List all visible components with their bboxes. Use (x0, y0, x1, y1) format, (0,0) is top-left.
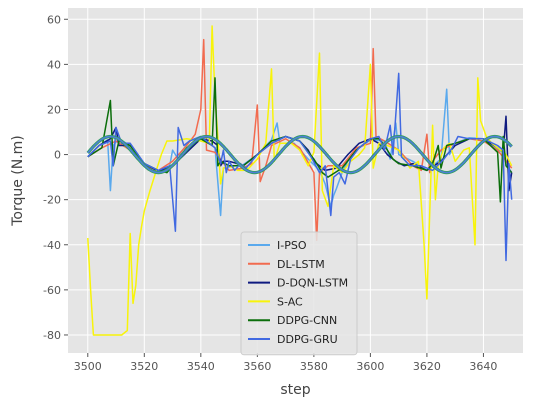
y-tick-label: 20 (47, 103, 61, 116)
x-tick-label: 3620 (413, 360, 441, 373)
y-tick-label: -60 (43, 284, 61, 297)
y-tick-label: 60 (47, 13, 61, 26)
legend-label: DDPG-GRU (277, 333, 338, 346)
x-tick-label: 3500 (74, 360, 102, 373)
y-tick-label: 40 (47, 58, 61, 71)
series-line-ddpg-gru (87, 72, 513, 262)
legend: I-PSO DL-LSTM D-DQN-LSTM S-AC DDPG-CNN DDPG-G… (240, 231, 358, 356)
y-axis-label: Torque (N.m) (10, 135, 26, 227)
x-tick-label: 3600 (356, 360, 384, 373)
y-tick-label: -40 (43, 239, 61, 252)
x-tick-label: 3580 (300, 360, 328, 373)
series-line-dl-lstm (87, 38, 513, 242)
legend-label: I-PSO (277, 239, 307, 252)
sine-reference-layer (86, 134, 513, 175)
legend-label: DL-LSTM (277, 258, 325, 271)
y-tick-label: -80 (43, 329, 61, 342)
x-tick-label: 3640 (469, 360, 497, 373)
y-tick-label: -20 (43, 194, 61, 207)
x-axis-label: step (280, 382, 310, 398)
legend-label: DDPG-CNN (277, 314, 337, 327)
x-tick-label: 3560 (243, 360, 271, 373)
legend-label: S-AC (277, 295, 303, 308)
x-axis-ticks: 3500 3520 3540 3560 3580 3600 3620 3640 (74, 353, 497, 373)
x-tick-label: 3520 (130, 360, 158, 373)
sine-reference-blue (87, 135, 513, 174)
series-line-s-ac (87, 25, 513, 336)
y-axis-ticks: -80 -60 -40 -20 0 20 40 60 (43, 13, 68, 342)
legend-label: D-DQN-LSTM (277, 277, 348, 290)
legend-box (240, 231, 358, 356)
y-tick-label: 0 (54, 149, 61, 162)
x-tick-label: 3540 (187, 360, 215, 373)
